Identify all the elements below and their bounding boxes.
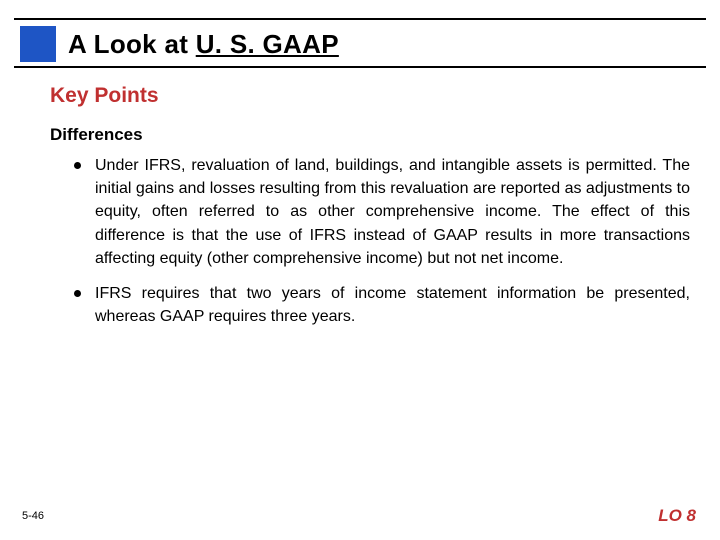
title-divider <box>14 66 706 68</box>
title-underlined: U. S. GAAP <box>196 29 339 59</box>
differences-heading: Differences <box>50 125 143 145</box>
bullet-text: IFRS requires that two years of income s… <box>95 282 690 328</box>
top-divider <box>14 18 706 20</box>
page-title: A Look at U. S. GAAP <box>68 29 339 60</box>
bullet-list: Under IFRS, revaluation of land, buildin… <box>74 154 690 340</box>
title-prefix: A Look at <box>68 29 196 59</box>
list-item: IFRS requires that two years of income s… <box>74 282 690 328</box>
bullet-dot-icon <box>74 162 81 169</box>
header: A Look at U. S. GAAP <box>20 26 339 62</box>
list-item: Under IFRS, revaluation of land, buildin… <box>74 154 690 270</box>
header-square-icon <box>20 26 56 62</box>
learning-objective: LO 8 <box>658 506 696 526</box>
bullet-dot-icon <box>74 290 81 297</box>
keypoints-heading: Key Points <box>50 84 159 108</box>
page-number: 5-46 <box>22 510 44 522</box>
bullet-text: Under IFRS, revaluation of land, buildin… <box>95 154 690 270</box>
